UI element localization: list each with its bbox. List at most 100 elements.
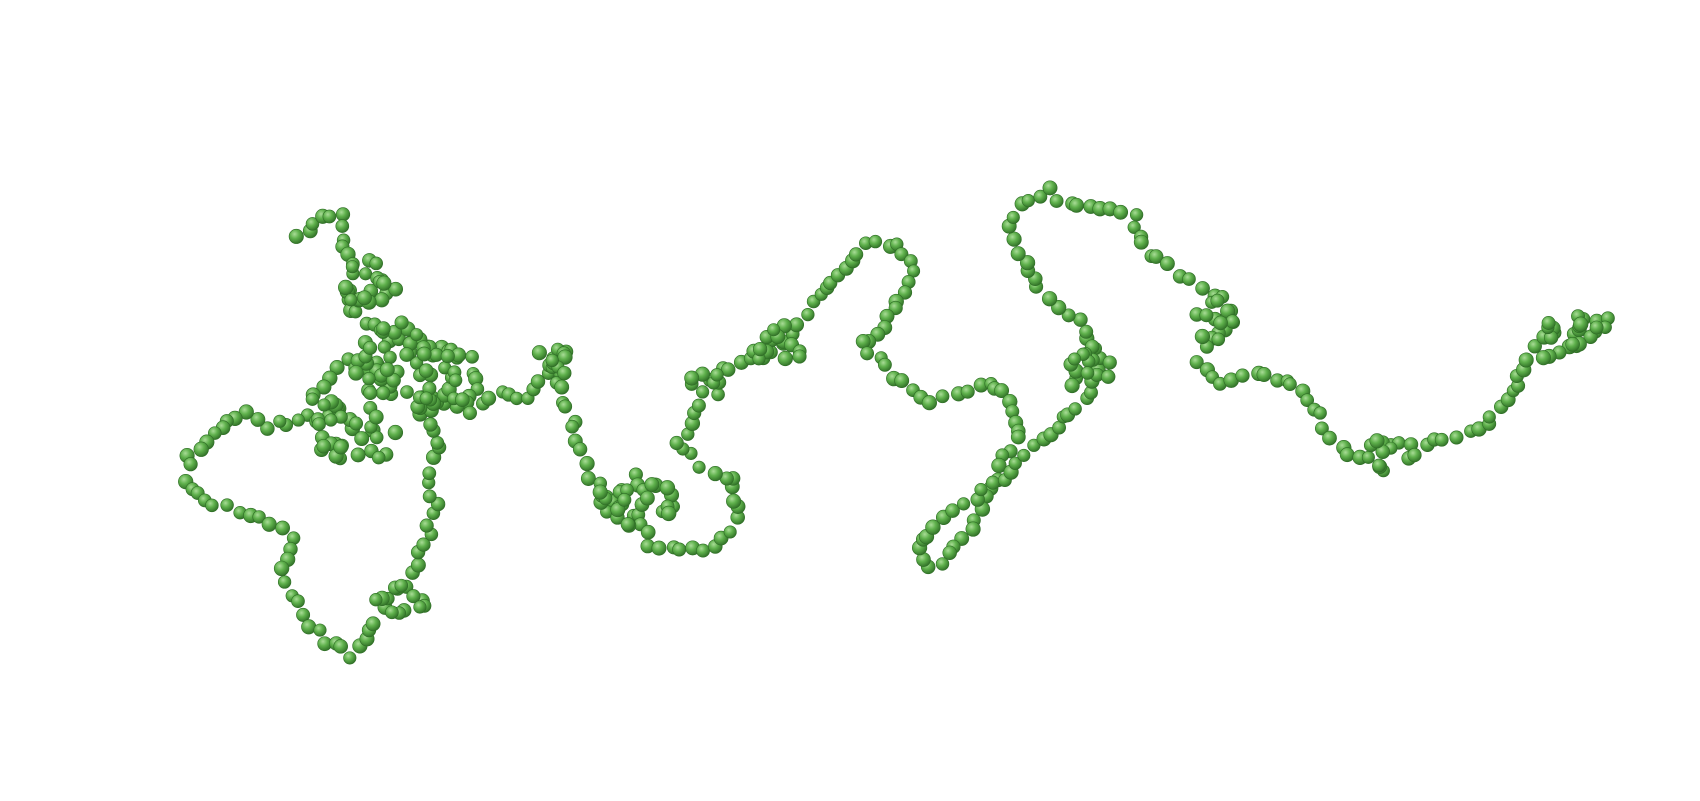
bead [1010,246,1026,262]
bead [1527,339,1542,354]
bead [1518,352,1534,368]
bead [994,383,1010,399]
bead [1449,430,1464,445]
bead [1129,208,1144,222]
bead [1565,337,1580,352]
bead [1300,393,1315,408]
bead [388,281,404,297]
bead [1372,458,1386,473]
bead [860,346,875,361]
bead [659,480,676,496]
bead [1256,367,1272,382]
bead [369,256,383,271]
bead [416,537,431,552]
bead [1073,312,1088,327]
bead [379,362,395,378]
bead [1080,366,1095,380]
bead [1042,180,1058,196]
bead [672,542,687,557]
bead [363,385,378,400]
bead [572,442,588,457]
bead [1339,447,1355,463]
bead [1127,220,1141,234]
bead [354,431,370,447]
bead [848,247,864,262]
bead [692,460,706,474]
bead [1019,255,1036,271]
bead [277,575,292,589]
bead [752,341,768,357]
bead [723,525,737,539]
bead [1102,355,1117,370]
bead [592,484,608,500]
bead [1195,281,1210,296]
bead [376,275,392,291]
bead [1194,328,1210,345]
bead [193,441,209,457]
bead [374,292,390,308]
bead [410,328,424,342]
bead [1067,352,1082,366]
bead [565,419,580,434]
bead [324,413,338,427]
bead [1407,448,1422,463]
bead [1589,320,1604,335]
bead [357,290,372,306]
bead [430,436,445,450]
bead [205,498,219,513]
bead [329,360,345,375]
bead [1314,421,1329,436]
bead [1006,231,1022,247]
bead [296,607,311,622]
bead [305,392,320,406]
bead [580,471,596,486]
bead [935,389,950,404]
bead [531,345,547,361]
bead [1101,369,1116,384]
bead [261,516,277,532]
bead [344,293,358,307]
bead [960,384,975,399]
bead [530,374,546,389]
bead [448,373,463,388]
bead [343,651,357,665]
bead [720,362,736,377]
bead [894,247,909,262]
bead [413,600,427,614]
bead [362,372,376,386]
bead [359,267,373,281]
bead [368,409,384,425]
bead [985,475,1000,490]
bead [250,412,266,427]
bead [557,365,572,381]
bead [1182,272,1196,286]
bead [312,417,326,431]
bead [316,379,332,395]
bead-chain [178,180,1615,665]
bead [376,385,391,401]
bead [855,334,871,349]
bead [877,357,892,372]
bead [620,517,636,532]
bead [1369,433,1385,449]
bead [1434,432,1449,447]
bead [1189,355,1204,370]
bead [710,368,724,382]
bead [801,307,815,322]
bead [651,540,667,556]
bead [394,578,409,593]
bead [350,447,366,463]
bead [1213,315,1228,331]
bead [1113,204,1129,220]
bead [317,398,331,412]
bead [661,505,677,522]
bead [695,385,710,399]
bead [383,350,397,365]
bead [335,219,350,233]
bead [1235,368,1250,383]
bead [1210,293,1225,308]
bead [1159,256,1175,272]
bead [868,234,883,249]
bead [1061,308,1076,323]
